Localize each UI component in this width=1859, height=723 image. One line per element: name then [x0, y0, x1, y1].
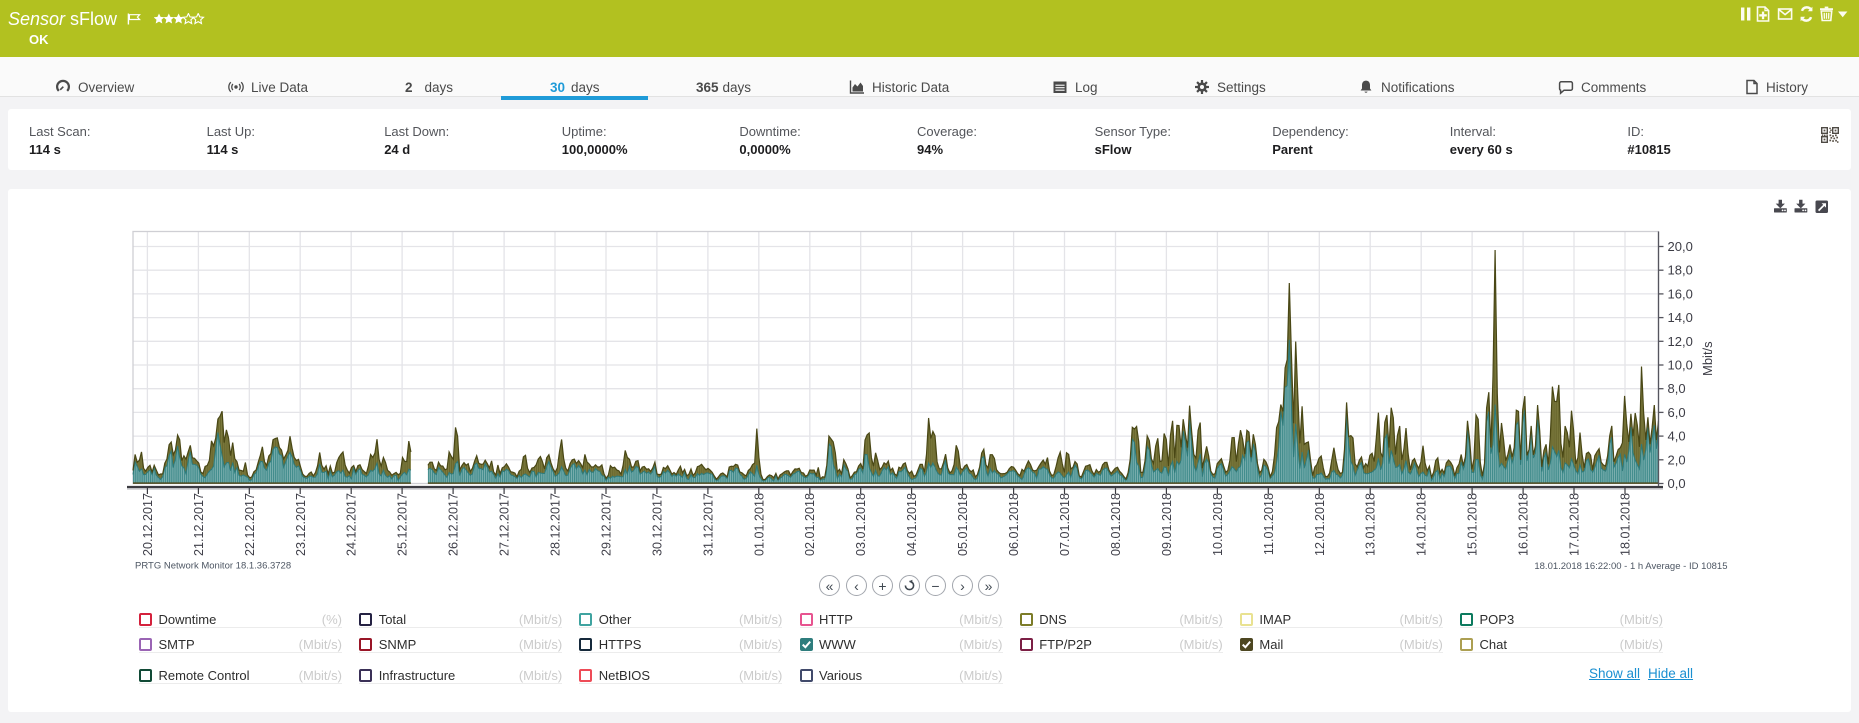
svg-text:09.01.2018: 09.01.2018: [1160, 493, 1174, 556]
svg-text:2,0: 2,0: [1668, 452, 1686, 467]
svg-text:PRTG Network Monitor 18.1.36.3: PRTG Network Monitor 18.1.36.3728: [135, 561, 291, 572]
svg-text:12,0: 12,0: [1668, 334, 1693, 349]
svg-text:08.01.2018: 08.01.2018: [1109, 493, 1123, 556]
svg-text:16,0: 16,0: [1668, 286, 1693, 301]
svg-text:21.12.2017: 21.12.2017: [192, 493, 206, 556]
svg-text:29.12.2017: 29.12.2017: [600, 493, 614, 556]
svg-text:8,0: 8,0: [1668, 381, 1686, 396]
svg-text:20.12.2017: 20.12.2017: [141, 493, 155, 556]
svg-text:26.12.2017: 26.12.2017: [447, 493, 461, 556]
svg-text:6,0: 6,0: [1668, 405, 1686, 420]
svg-text:23.12.2017: 23.12.2017: [294, 493, 308, 556]
svg-text:18.01.2018 16:22:00 - 1 h Aver: 18.01.2018 16:22:00 - 1 h Average - ID 1…: [1534, 561, 1727, 572]
svg-text:24.12.2017: 24.12.2017: [345, 493, 359, 556]
svg-text:30.12.2017: 30.12.2017: [650, 493, 664, 556]
svg-text:16.01.2018: 16.01.2018: [1517, 493, 1531, 556]
svg-text:04.01.2018: 04.01.2018: [905, 493, 919, 556]
svg-text:12.01.2018: 12.01.2018: [1313, 493, 1327, 556]
svg-text:14,0: 14,0: [1668, 310, 1693, 325]
svg-text:02.01.2018: 02.01.2018: [803, 493, 817, 556]
svg-text:05.01.2018: 05.01.2018: [956, 493, 970, 556]
svg-text:31.12.2017: 31.12.2017: [701, 493, 715, 556]
svg-text:17.01.2018: 17.01.2018: [1568, 493, 1582, 556]
svg-text:07.01.2018: 07.01.2018: [1058, 493, 1072, 556]
svg-text:13.01.2018: 13.01.2018: [1364, 493, 1378, 556]
svg-text:10.01.2018: 10.01.2018: [1211, 493, 1225, 556]
svg-text:14.01.2018: 14.01.2018: [1415, 493, 1429, 556]
svg-text:22.12.2017: 22.12.2017: [243, 493, 257, 556]
svg-text:18.01.2018: 18.01.2018: [1619, 493, 1633, 556]
svg-text:27.12.2017: 27.12.2017: [498, 493, 512, 556]
svg-text:01.01.2018: 01.01.2018: [752, 493, 766, 556]
svg-text:06.01.2018: 06.01.2018: [1007, 493, 1021, 556]
svg-text:28.12.2017: 28.12.2017: [549, 493, 563, 556]
svg-text:20,0: 20,0: [1668, 239, 1693, 254]
svg-text:25.12.2017: 25.12.2017: [396, 493, 410, 556]
svg-text:03.01.2018: 03.01.2018: [854, 493, 868, 556]
svg-text:18,0: 18,0: [1668, 263, 1693, 278]
svg-text:15.01.2018: 15.01.2018: [1466, 493, 1480, 556]
svg-text:Mbit/s: Mbit/s: [1700, 341, 1715, 376]
svg-text:11.01.2018: 11.01.2018: [1262, 493, 1276, 555]
svg-text:0,0: 0,0: [1668, 476, 1686, 491]
svg-text:4,0: 4,0: [1668, 429, 1686, 444]
svg-text:10,0: 10,0: [1668, 358, 1693, 373]
